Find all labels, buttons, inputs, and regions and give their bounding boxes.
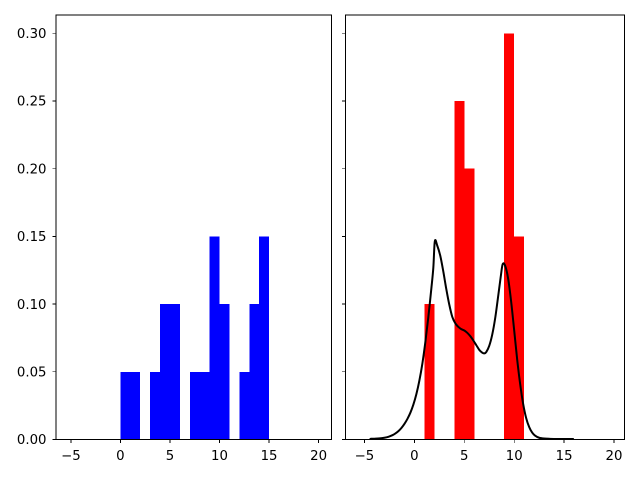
y-tick-label-left: 0.05 <box>17 366 47 381</box>
x-tick-label-left: 20 <box>310 449 327 464</box>
histogram-bar-left <box>199 371 210 440</box>
x-tick-label-right: 20 <box>606 449 623 464</box>
subplot-right: −5 0 5 10 15 20 <box>342 14 625 464</box>
x-tick-label-left: 0 <box>116 449 124 464</box>
histogram-bar-left <box>120 371 131 440</box>
histogram-bar-right <box>514 236 525 440</box>
histogram-bar-left <box>249 304 260 440</box>
axes-frame-left <box>55 14 332 440</box>
y-tick-label-left: 0.10 <box>17 298 47 313</box>
x-tick-label-right: 0 <box>410 449 418 464</box>
x-tick-label-left: 5 <box>166 449 174 464</box>
x-tick-label-left: 15 <box>261 449 278 464</box>
kde-density-curve <box>369 238 575 440</box>
y-tick-label-left: 0.20 <box>17 162 47 177</box>
histogram-bar-right <box>454 100 465 440</box>
histogram-bar-left <box>239 371 250 440</box>
x-tick-label-right: −5 <box>355 449 375 464</box>
histogram-bar-left <box>189 371 200 440</box>
axes-frame-right <box>345 14 625 440</box>
subplot-left: −5 0 5 10 15 20 0.00 0.05 0.10 0.15 0.20 0.25 0.30 <box>17 14 332 464</box>
histogram-bar-right <box>504 33 515 440</box>
x-tick-label-left: 10 <box>211 449 228 464</box>
histogram-bar-right <box>464 168 475 440</box>
y-tick-label-left: 0.00 <box>17 433 47 448</box>
histogram-bar-left <box>169 304 180 440</box>
x-tick-label-right: 15 <box>556 449 573 464</box>
histogram-bar-right <box>424 304 435 440</box>
x-tick-label-right: 10 <box>506 449 523 464</box>
histogram-bar-left <box>259 236 270 440</box>
y-tick-label-left: 0.15 <box>17 230 47 245</box>
axes-background-right <box>345 15 625 440</box>
y-tick-label-left: 0.30 <box>17 27 47 42</box>
histogram-bar-left <box>209 236 220 440</box>
y-tick-label-left: 0.25 <box>17 95 47 110</box>
histogram-bar-left <box>150 371 161 440</box>
histogram-bar-left <box>219 304 230 440</box>
histogram-bar-left <box>160 304 170 440</box>
x-tick-label-left: −5 <box>61 449 81 464</box>
histogram-bar-left <box>130 371 141 440</box>
x-tick-label-right: 5 <box>460 449 468 464</box>
axes-background-left <box>56 15 332 440</box>
